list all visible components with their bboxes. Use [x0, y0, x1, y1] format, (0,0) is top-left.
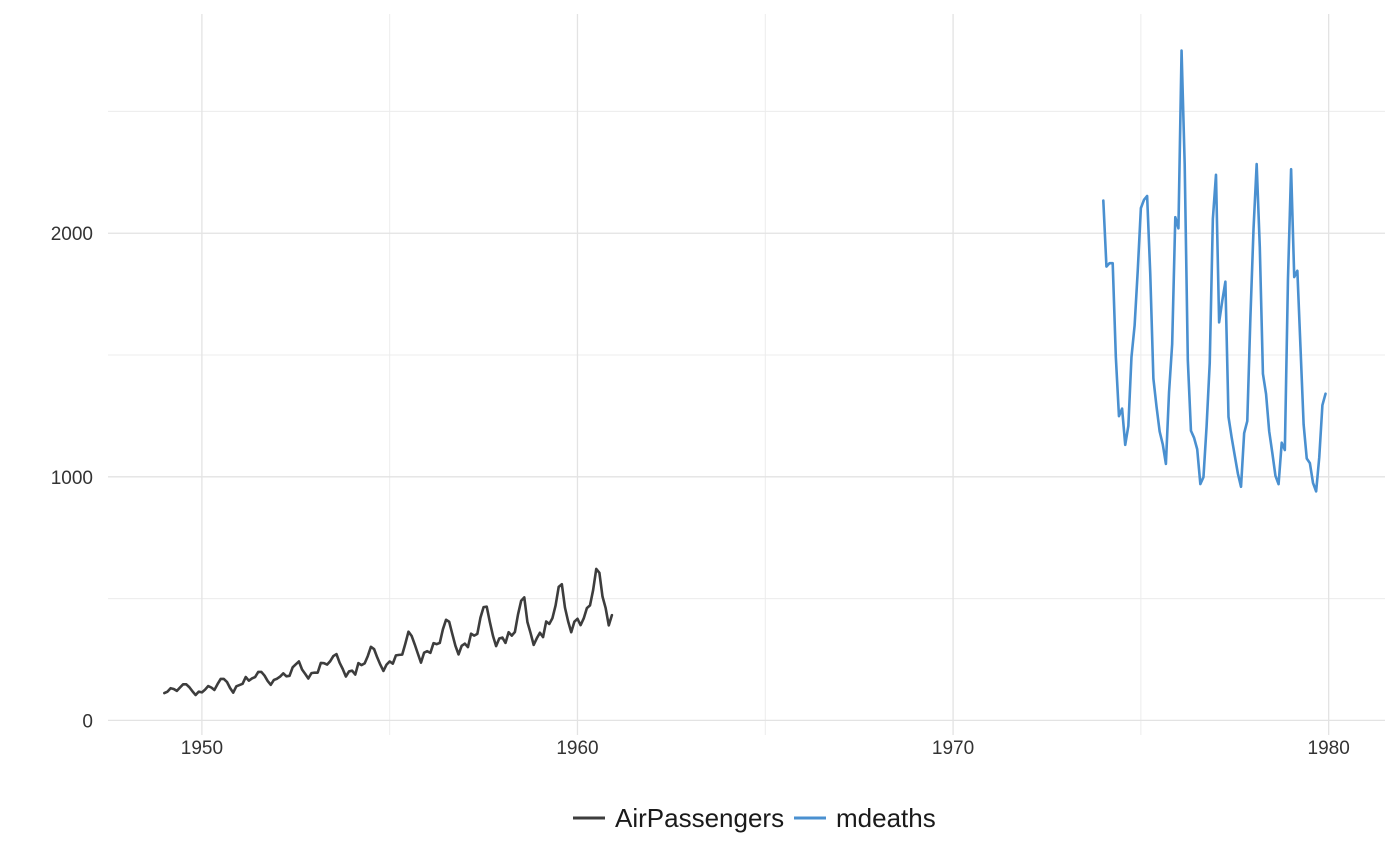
series-lines — [163, 49, 1327, 697]
y-tick-label: 0 — [82, 711, 93, 732]
x-tick-label: 1970 — [932, 738, 974, 759]
legend-label-airpassengers: AirPassengers — [615, 803, 784, 833]
legend-label-mdeaths: mdeaths — [836, 803, 936, 833]
y-tick-label: 1000 — [51, 468, 93, 489]
x-tick-label: 1980 — [1308, 738, 1350, 759]
x-tick-label: 1950 — [181, 738, 223, 759]
series-line-mdeaths — [1102, 49, 1327, 493]
x-axis: 1950 1960 1970 1980 — [181, 738, 1350, 759]
series-line-airpassengers — [163, 567, 614, 697]
grid-lines — [108, 14, 1385, 735]
y-tick-label: 2000 — [51, 224, 93, 245]
y-axis: 0 1000 2000 — [51, 224, 93, 732]
x-tick-label: 1960 — [556, 738, 598, 759]
legend: AirPassengers mdeaths — [573, 803, 936, 833]
